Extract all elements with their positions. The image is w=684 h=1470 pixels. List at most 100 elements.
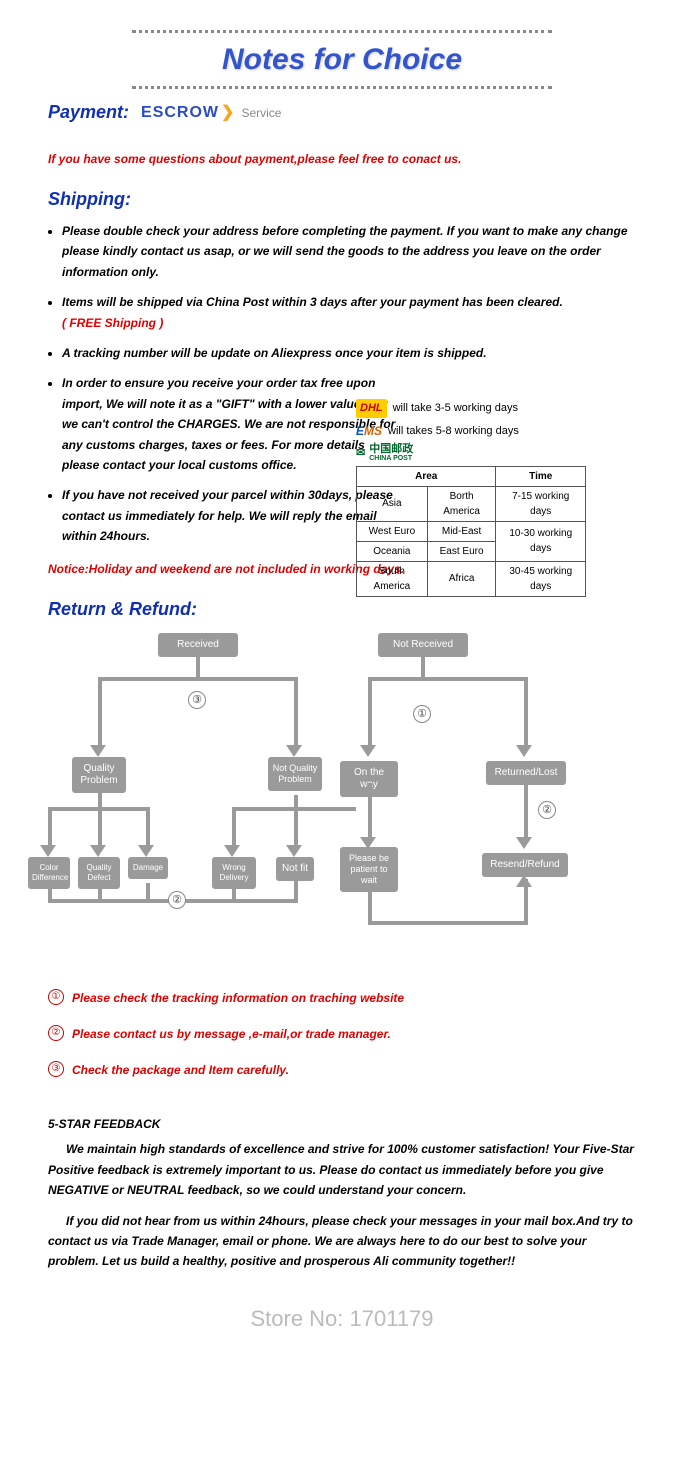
feedback-p1: We maintain high standards of excellence… (48, 1139, 636, 1200)
dotted-line-bottom (132, 86, 552, 89)
flow-circ: ③ (188, 691, 206, 709)
step-text: Please contact us by message ,e-mail,or … (72, 1025, 391, 1043)
area-header: Area (357, 466, 496, 486)
area-cell: Borth America (427, 486, 496, 521)
node-damage: Damage (128, 857, 168, 879)
area-cell: East Euro (427, 541, 496, 561)
ems-row: EMS will takes 5-8 working days (356, 422, 626, 440)
flow-circ: ① (413, 705, 431, 723)
line (232, 885, 236, 899)
time-header: Time (496, 466, 586, 486)
courier-panel: DHL will take 3-5 working days EMS will … (356, 395, 626, 597)
shipping-lower-block: In order to ensure you receive your orde… (28, 373, 656, 546)
chinapost-en: CHINA POST (369, 455, 413, 462)
return-heading: Return & Refund: (48, 596, 656, 623)
arrow-icon (224, 845, 240, 857)
node-wrong-delivery: Wrong Delivery (212, 857, 256, 888)
arrow-icon (516, 745, 532, 757)
arrow-icon (90, 845, 106, 857)
line (48, 807, 52, 847)
node-returned: Returned/Lost (486, 761, 566, 785)
node-color-diff: Color Difference (28, 857, 70, 888)
line (146, 883, 150, 899)
feedback-heading: 5-STAR FEEDBACK (48, 1115, 636, 1133)
line (294, 677, 298, 747)
step-number: ② (48, 1025, 64, 1041)
time-cell: 10-30 working days (496, 521, 586, 561)
line (524, 677, 528, 747)
store-watermark: Store No: 1701179 (28, 1302, 656, 1335)
area-cell: West Euro (357, 521, 428, 541)
dotted-line-top (132, 30, 552, 33)
payment-heading: Payment: (48, 99, 129, 126)
page-title: Notes for Choice (28, 37, 656, 82)
area-cell: Oceania (357, 541, 428, 561)
line (368, 677, 528, 681)
shipping-heading: Shipping: (48, 186, 656, 213)
step-number: ① (48, 989, 64, 1005)
area-table: Area Time Asia Borth America 7-15 workin… (356, 466, 586, 597)
ems-ms: MS (364, 424, 382, 438)
step-text: Please check the tracking information on… (72, 989, 404, 1007)
node-quality: Quality Problem (72, 757, 126, 793)
shipping-item: In order to ensure you receive your orde… (62, 373, 398, 475)
page: Notes for Choice Payment: ESCROW❯ Servic… (0, 0, 684, 1355)
arrow-icon (286, 745, 302, 757)
node-received: Received (158, 633, 238, 657)
line (146, 807, 150, 847)
shipping-item: Please double check your address before … (62, 221, 656, 282)
node-not-received: Not Received (378, 633, 468, 657)
dhl-row: DHL will take 3-5 working days (356, 399, 626, 418)
payment-note: If you have some questions about payment… (48, 150, 636, 168)
node-not-fit: Not fit (276, 857, 314, 881)
time-cell: 30-45 working days (496, 561, 586, 596)
line (294, 879, 298, 899)
area-cell: Asia (357, 486, 428, 521)
escrow-brand: ESCROW (141, 101, 219, 125)
line (421, 657, 425, 677)
step-row: ① Please check the tracking information … (48, 989, 636, 1007)
feedback-p2: If you did not hear from us within 24hou… (48, 1211, 636, 1272)
shipping-item-text: Items will be shipped via China Post wit… (62, 295, 563, 309)
step-text: Check the package and Item carefully. (72, 1061, 289, 1079)
arrow-icon (40, 845, 56, 857)
line (294, 795, 298, 807)
arrow-icon (360, 745, 376, 757)
shipping-list: Please double check your address before … (48, 221, 656, 363)
line (98, 885, 102, 899)
node-not-quality: Not Quality Problem (268, 757, 322, 791)
escrow-logo: ESCROW❯ Service (141, 101, 281, 125)
line (98, 677, 298, 681)
time-cell: 7-15 working days (496, 486, 586, 521)
line (232, 807, 236, 847)
line (368, 677, 372, 747)
dhl-note: will take 3-5 working days (393, 400, 518, 417)
line (98, 791, 102, 807)
line (368, 921, 528, 925)
flow-circ: ② (538, 801, 556, 819)
step-row: ② Please contact us by message ,e-mail,o… (48, 1025, 636, 1043)
arrow-icon (516, 875, 532, 887)
line (98, 677, 102, 747)
arrow-icon (138, 845, 154, 857)
ems-note: will takes 5-8 working days (388, 423, 519, 440)
area-cell: Mid-East (427, 521, 496, 541)
line (98, 807, 102, 847)
flow-circ: ② (168, 891, 186, 909)
line (368, 891, 372, 921)
steps-list: ① Please check the tracking information … (48, 989, 636, 1079)
dhl-logo: DHL (356, 399, 387, 418)
line (196, 657, 200, 677)
step-row: ③ Check the package and Item carefully. (48, 1061, 636, 1079)
line (294, 807, 298, 847)
chinapost-cn: 中国邮政 (369, 444, 413, 455)
node-quality-defect: Quality Defect (78, 857, 120, 888)
node-resend: Resend/Refund (482, 853, 568, 877)
chinapost-icon: ✉ (356, 445, 365, 462)
area-cell: Africa (427, 561, 496, 596)
step-number: ③ (48, 1061, 64, 1077)
line (48, 885, 52, 899)
ems-e: E (356, 424, 364, 438)
shipping-item: A tracking number will be update on Alie… (62, 343, 656, 363)
escrow-service: Service (241, 104, 281, 122)
